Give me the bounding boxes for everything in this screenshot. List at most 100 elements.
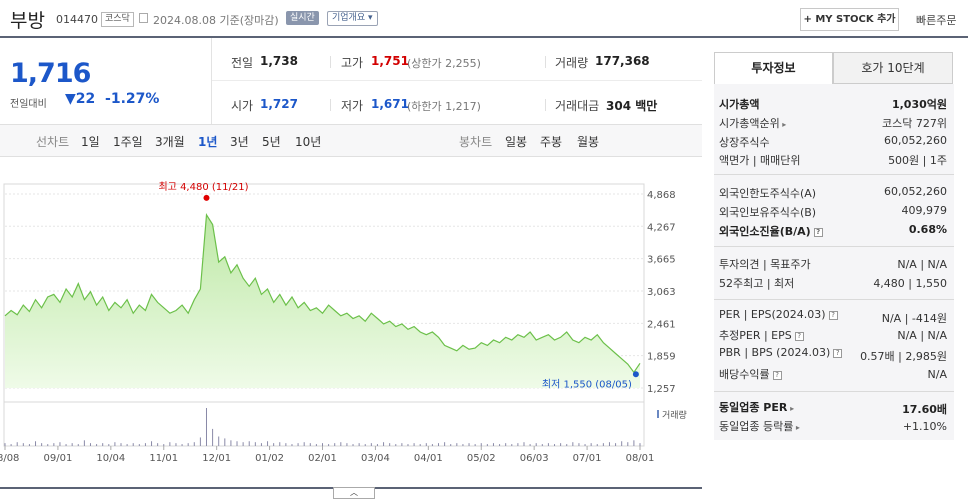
volume-bar — [205, 408, 207, 446]
foreign-hold-value: 409,979 — [901, 204, 948, 217]
range-option[interactable]: 1년 — [198, 135, 218, 149]
help-icon[interactable]: ? — [794, 331, 804, 341]
cap-rank-value: 코스닥 727위 — [882, 117, 947, 130]
x-tick-label: 09/01 — [44, 453, 73, 464]
x-tick-label: 07/01 — [573, 453, 602, 464]
cap-rank-label[interactable]: 시가총액순위 ▸ — [719, 115, 786, 131]
company-overview-dropdown[interactable]: 기업개요 ▾ — [327, 11, 378, 26]
x-tick-label: 08/01 — [626, 453, 655, 464]
volume-bar — [108, 444, 110, 446]
volume-bar — [572, 442, 574, 446]
price-area — [5, 214, 640, 388]
volume-bar — [395, 444, 397, 446]
volume-bar — [4, 443, 6, 446]
volume-legend-marker — [657, 410, 659, 418]
high-label: 고가 — [341, 56, 364, 70]
help-icon[interactable]: ? — [772, 370, 782, 380]
section-divider — [714, 246, 954, 247]
volume-bar — [322, 443, 323, 446]
add-my-stock-button[interactable]: + MY STOCK 추가 — [800, 8, 899, 31]
upper-limit: (상한가 2,255) — [407, 57, 481, 70]
est-per-label-text: 추정PER | EPS — [719, 329, 792, 342]
volume-bar — [541, 444, 543, 446]
x-tick-label: 12/01 — [202, 453, 231, 464]
company-overview-label: 기업개요 — [332, 13, 366, 23]
chevron-down-icon: ▾ — [368, 13, 373, 23]
pbr-label-text: PBR | BPS (2024.03) — [719, 346, 831, 359]
stock-name: 부방 — [10, 10, 45, 32]
tab-orderbook-10[interactable]: 호가 10단계 — [833, 52, 953, 84]
volume-bar — [358, 443, 360, 446]
volume-bar — [401, 443, 403, 446]
volume-bar — [413, 443, 415, 446]
x-tick-label: 05/02 — [467, 453, 496, 464]
chevron-up-icon: ︿ — [350, 488, 358, 497]
y-tick-label: 1,257 — [647, 384, 676, 395]
volume-bar — [547, 443, 549, 446]
collapse-chart-toggle[interactable]: ︿ — [333, 487, 375, 499]
quick-order-link[interactable]: 빠른주문 — [916, 14, 957, 27]
pbr-value: 0.57배 | 2,985원 — [860, 350, 947, 363]
volume-bar — [578, 443, 580, 446]
volume-bar — [187, 443, 189, 446]
volume-bar — [389, 443, 391, 446]
volume-bar — [279, 442, 281, 446]
volume-bar — [77, 444, 79, 446]
stock-code: 014470 — [56, 13, 98, 26]
y-tick-label: 3,063 — [647, 287, 676, 298]
range-option[interactable]: 1일 — [81, 135, 100, 149]
chevron-right-icon: ▸ — [787, 404, 795, 413]
volume-bar — [28, 444, 30, 446]
realtime-badge[interactable]: 실시간 — [286, 11, 319, 25]
range-option[interactable]: 1주일 — [113, 135, 143, 149]
volume-bar — [151, 441, 153, 446]
section-divider — [714, 391, 954, 392]
dividend-label-text: 배당수익률 — [719, 368, 770, 381]
per-label-text: PER | EPS(2024.03) — [719, 308, 826, 321]
amount-label: 거래대금 — [555, 99, 600, 113]
foreign-limit-value: 60,052,260 — [884, 185, 947, 198]
volume-bar — [627, 442, 629, 446]
industry-rate-label-text: 동일업종 등락률 — [719, 420, 794, 433]
volume-bar — [218, 436, 220, 446]
tab-investment-info[interactable]: 투자정보 — [714, 52, 833, 84]
volume-bar — [230, 440, 232, 446]
x-tick-label: 08/08 — [0, 453, 19, 464]
calendar-icon — [139, 13, 148, 23]
lower-limit: (하한가 1,217) — [407, 100, 481, 113]
divider — [330, 99, 331, 111]
volume-bar — [633, 440, 635, 446]
y-tick-label: 2,461 — [647, 319, 676, 330]
help-icon[interactable]: ? — [828, 310, 838, 320]
volume-bar — [480, 443, 482, 446]
candle-option[interactable]: 주봉 — [540, 135, 563, 149]
range-option[interactable]: 10년 — [295, 135, 322, 149]
candle-chart-label: 봉차트 — [459, 135, 493, 149]
volume-bar — [102, 443, 104, 446]
volume-bar — [431, 444, 433, 446]
industry-rate-label[interactable]: 동일업종 등락률 ▸ — [719, 418, 800, 434]
chevron-right-icon: ▸ — [793, 423, 800, 432]
range-option[interactable]: 3개월 — [155, 135, 185, 149]
prev-close-label: 전일 — [231, 56, 254, 70]
volume-bar — [10, 444, 12, 446]
help-icon[interactable]: ? — [833, 348, 843, 358]
shares-label: 상장주식수 — [719, 136, 770, 149]
x-tick-label: 11/01 — [149, 453, 178, 464]
range-option[interactable]: 5년 — [262, 135, 281, 149]
candle-option[interactable]: 월봉 — [577, 135, 600, 149]
range-option[interactable]: 3년 — [230, 135, 249, 149]
help-icon[interactable]: ? — [813, 227, 823, 237]
volume-bar — [132, 443, 134, 446]
volume-bar — [163, 444, 165, 446]
candle-option[interactable]: 일봉 — [505, 135, 528, 149]
volume-bar — [328, 444, 330, 446]
industry-per-label[interactable]: 동일업종 PER ▸ — [719, 399, 794, 415]
volume-bar — [83, 440, 85, 446]
volume-bar — [352, 444, 354, 446]
volume-bar — [120, 443, 122, 446]
volume-bar — [615, 443, 617, 446]
volume-bar — [273, 443, 275, 446]
price-chart[interactable]: 4,868 4,267 3,665 3,063 2,461 1,859 1,257 최고 4,… — [0, 180, 702, 500]
volume-bar — [35, 441, 37, 446]
